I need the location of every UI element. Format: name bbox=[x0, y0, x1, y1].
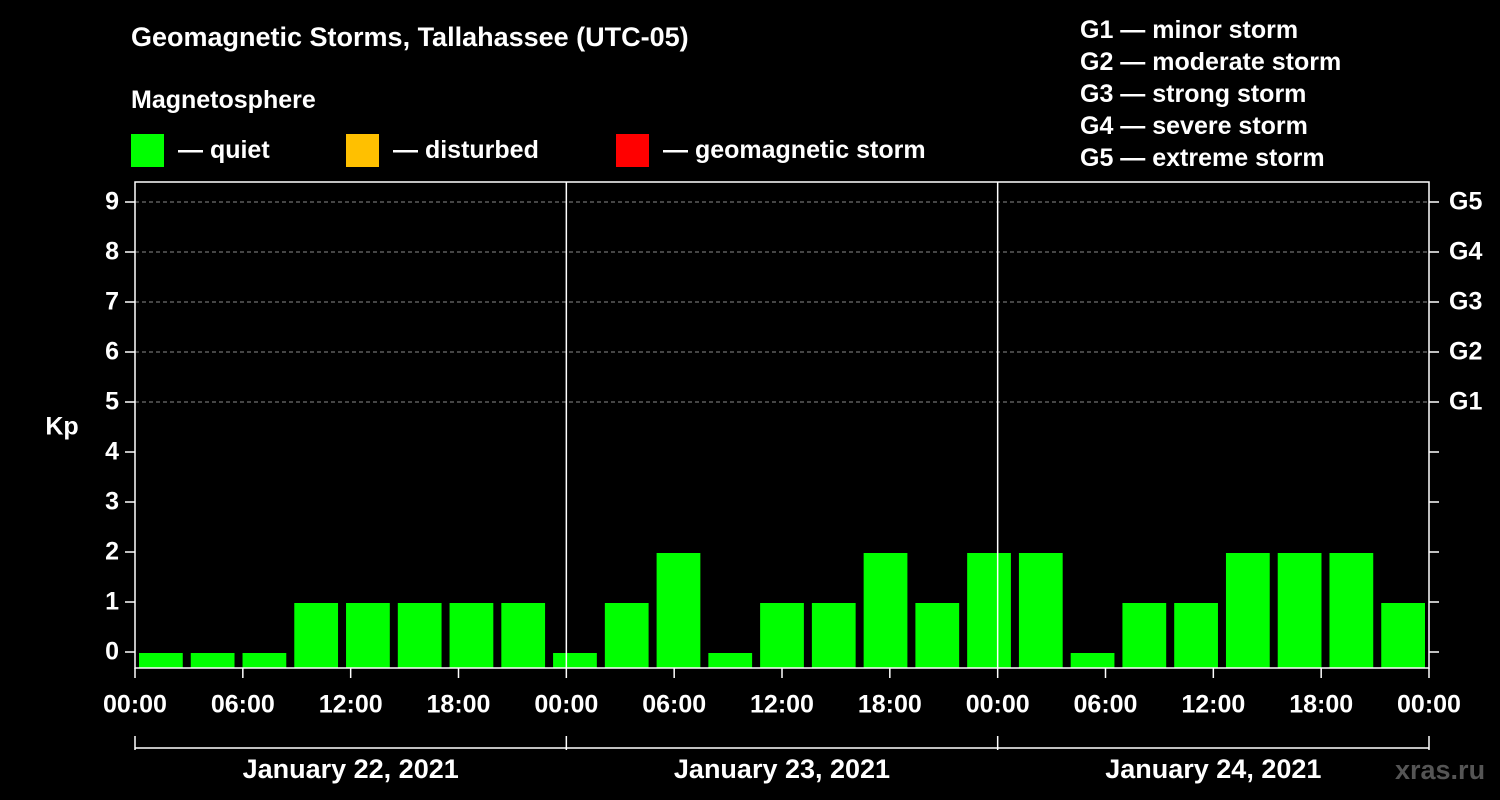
kp-bar bbox=[967, 553, 1011, 668]
kp-bar bbox=[1225, 553, 1270, 668]
kp-bar bbox=[294, 603, 339, 668]
g-scale-legend: G1 — minor storm G2 — moderate storm G3 … bbox=[1080, 14, 1341, 174]
g-axis-label: G5 bbox=[1449, 188, 1482, 216]
kp-bar bbox=[1277, 553, 1322, 668]
kp-bar bbox=[553, 653, 597, 668]
kp-bar bbox=[1381, 603, 1425, 668]
kp-bar bbox=[915, 603, 960, 668]
y-tick-label: 6 bbox=[105, 338, 119, 366]
legend-swatch-quiet bbox=[131, 133, 164, 167]
legend-label-quiet: — quiet bbox=[178, 135, 270, 164]
chart-title: Geomagnetic Storms, Tallahassee (UTC-05) bbox=[131, 22, 689, 52]
kp-bar bbox=[242, 653, 287, 668]
x-tick-label: 00:00 bbox=[534, 691, 598, 719]
kp-bar bbox=[1174, 603, 1218, 668]
g-scale-item-g3: G3 — strong storm bbox=[1080, 80, 1307, 108]
legend-item-storm: — geomagnetic storm bbox=[616, 133, 926, 167]
g-axis-label: G3 bbox=[1449, 288, 1482, 316]
kp-bar bbox=[501, 603, 546, 668]
x-tick-label: 18:00 bbox=[1289, 691, 1353, 719]
kp-bar bbox=[1122, 603, 1167, 668]
day-label: January 24, 2021 bbox=[1105, 754, 1321, 784]
legend-swatch-disturbed bbox=[346, 133, 379, 167]
x-tick-label: 18:00 bbox=[427, 691, 491, 719]
x-tick-label: 12:00 bbox=[1181, 691, 1245, 719]
y-axis-label: Kp bbox=[45, 413, 78, 441]
kp-bar bbox=[1018, 553, 1063, 668]
x-tick-label: 06:00 bbox=[211, 691, 275, 719]
kp-bar bbox=[863, 553, 908, 668]
g-axis-label: G1 bbox=[1449, 388, 1482, 416]
x-tick-label: 06:00 bbox=[642, 691, 706, 719]
y-tick-label: 9 bbox=[105, 188, 119, 216]
chart-subtitle: Magnetosphere bbox=[131, 86, 316, 114]
y-tick-label: 5 bbox=[105, 388, 119, 416]
y-tick-label: 7 bbox=[105, 288, 119, 316]
g-scale-item-g4: G4 — severe storm bbox=[1080, 112, 1308, 140]
kp-bar bbox=[397, 603, 442, 668]
kp-bar bbox=[604, 603, 649, 668]
x-tick-label: 06:00 bbox=[1074, 691, 1138, 719]
kp-bar bbox=[1070, 653, 1115, 668]
kp-bar bbox=[656, 553, 701, 668]
day-label: January 23, 2021 bbox=[674, 754, 890, 784]
g-scale-item-g5: G5 — extreme storm bbox=[1080, 144, 1325, 172]
kp-bar bbox=[139, 653, 183, 668]
y-tick-label: 2 bbox=[105, 538, 119, 566]
y-tick-label: 4 bbox=[105, 438, 119, 466]
legend-label-storm: — geomagnetic storm bbox=[663, 135, 926, 164]
kp-bar bbox=[708, 653, 753, 668]
kp-bar bbox=[811, 603, 856, 668]
y-tick-label: 8 bbox=[105, 238, 119, 266]
kp-bar bbox=[1329, 553, 1374, 668]
y-tick-label: 3 bbox=[105, 488, 119, 516]
day-label: January 22, 2021 bbox=[243, 754, 459, 784]
g-scale-item-g1: G1 — minor storm bbox=[1080, 16, 1299, 44]
x-tick-label: 12:00 bbox=[319, 691, 383, 719]
kp-bar bbox=[449, 603, 494, 668]
legend-item-disturbed: — disturbed bbox=[346, 133, 539, 167]
kp-bar bbox=[760, 603, 804, 668]
g-scale-item-g2: G2 — moderate storm bbox=[1080, 48, 1342, 76]
g-axis-label: G4 bbox=[1449, 238, 1482, 266]
watermark: xras.ru bbox=[1395, 755, 1486, 785]
kp-bar bbox=[190, 653, 235, 668]
x-tick-label: 12:00 bbox=[750, 691, 814, 719]
y-tick-label: 0 bbox=[105, 638, 119, 666]
x-tick-label: 00:00 bbox=[966, 691, 1030, 719]
legend-label-disturbed: — disturbed bbox=[393, 135, 539, 164]
g-axis-label: G2 bbox=[1449, 338, 1482, 366]
x-tick-label: 18:00 bbox=[858, 691, 922, 719]
legend-item-quiet: — quiet bbox=[131, 133, 270, 167]
legend-swatch-storm bbox=[616, 133, 649, 167]
y-tick-label: 1 bbox=[105, 588, 119, 616]
kp-bar bbox=[346, 603, 390, 668]
x-tick-label: 00:00 bbox=[1397, 691, 1461, 719]
x-tick-label: 00:00 bbox=[103, 691, 167, 719]
